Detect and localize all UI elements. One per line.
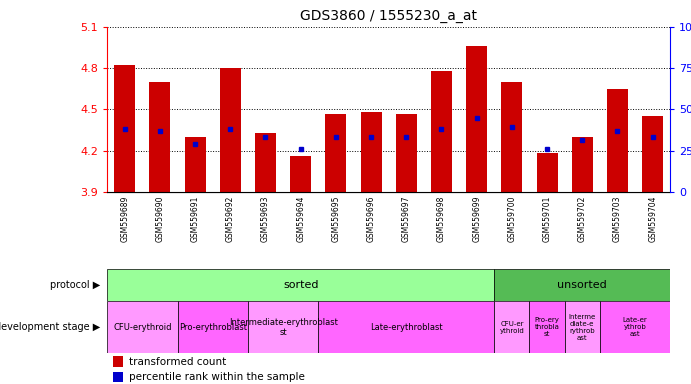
- Text: Interme
diate-e
rythrob
ast: Interme diate-e rythrob ast: [569, 314, 596, 341]
- Text: GSM559703: GSM559703: [613, 196, 622, 242]
- Text: transformed count: transformed count: [129, 357, 226, 367]
- Text: Intermediate-erythroblast
st: Intermediate-erythroblast st: [229, 318, 337, 337]
- Text: Late-erythroblast: Late-erythroblast: [370, 323, 443, 332]
- Bar: [325, 114, 346, 192]
- Bar: [361, 112, 381, 192]
- Bar: [600, 301, 670, 353]
- Text: GSM559691: GSM559691: [191, 196, 200, 242]
- Bar: [107, 269, 494, 301]
- Bar: [642, 116, 663, 192]
- Text: GSM559693: GSM559693: [261, 196, 270, 242]
- Bar: [319, 301, 494, 353]
- Text: unsorted: unsorted: [558, 280, 607, 290]
- Bar: [290, 156, 311, 192]
- Bar: [494, 301, 529, 353]
- Bar: [501, 82, 522, 192]
- Text: GSM559694: GSM559694: [296, 196, 305, 242]
- Bar: [565, 301, 600, 353]
- Text: GSM559699: GSM559699: [472, 196, 481, 242]
- Bar: [184, 137, 206, 192]
- Bar: [113, 356, 123, 367]
- Bar: [466, 46, 487, 192]
- Bar: [529, 301, 565, 353]
- Text: GSM559695: GSM559695: [332, 196, 341, 242]
- Text: Pro-erythroblast: Pro-erythroblast: [179, 323, 247, 332]
- Bar: [255, 133, 276, 192]
- Bar: [114, 65, 135, 192]
- Text: development stage ▶: development stage ▶: [0, 322, 100, 333]
- Text: GSM559698: GSM559698: [437, 196, 446, 242]
- Bar: [248, 301, 319, 353]
- Text: Late-er
ythrob
ast: Late-er ythrob ast: [623, 317, 647, 338]
- Text: GSM559702: GSM559702: [578, 196, 587, 242]
- Bar: [396, 114, 417, 192]
- Text: GSM559692: GSM559692: [226, 196, 235, 242]
- Bar: [536, 154, 558, 192]
- Bar: [431, 71, 452, 192]
- Text: GSM559701: GSM559701: [542, 196, 551, 242]
- Text: GSM559696: GSM559696: [367, 196, 376, 242]
- Text: Pro-ery
throbla
st: Pro-ery throbla st: [535, 317, 560, 338]
- Bar: [149, 82, 171, 192]
- Bar: [178, 301, 248, 353]
- Text: GSM559704: GSM559704: [648, 196, 657, 242]
- Text: GSM559697: GSM559697: [401, 196, 410, 242]
- Text: percentile rank within the sample: percentile rank within the sample: [129, 372, 304, 382]
- Text: GSM559689: GSM559689: [120, 196, 129, 242]
- Bar: [113, 372, 123, 382]
- Text: GSM559690: GSM559690: [155, 196, 164, 242]
- Bar: [220, 68, 241, 192]
- Bar: [107, 301, 178, 353]
- Text: sorted: sorted: [283, 280, 319, 290]
- Bar: [571, 137, 593, 192]
- Text: CFU-erythroid: CFU-erythroid: [113, 323, 171, 332]
- Title: GDS3860 / 1555230_a_at: GDS3860 / 1555230_a_at: [300, 9, 477, 23]
- Bar: [494, 269, 670, 301]
- Text: CFU-er
ythroid: CFU-er ythroid: [500, 321, 524, 334]
- Text: GSM559700: GSM559700: [507, 196, 516, 242]
- Bar: [607, 89, 628, 192]
- Text: protocol ▶: protocol ▶: [50, 280, 100, 290]
